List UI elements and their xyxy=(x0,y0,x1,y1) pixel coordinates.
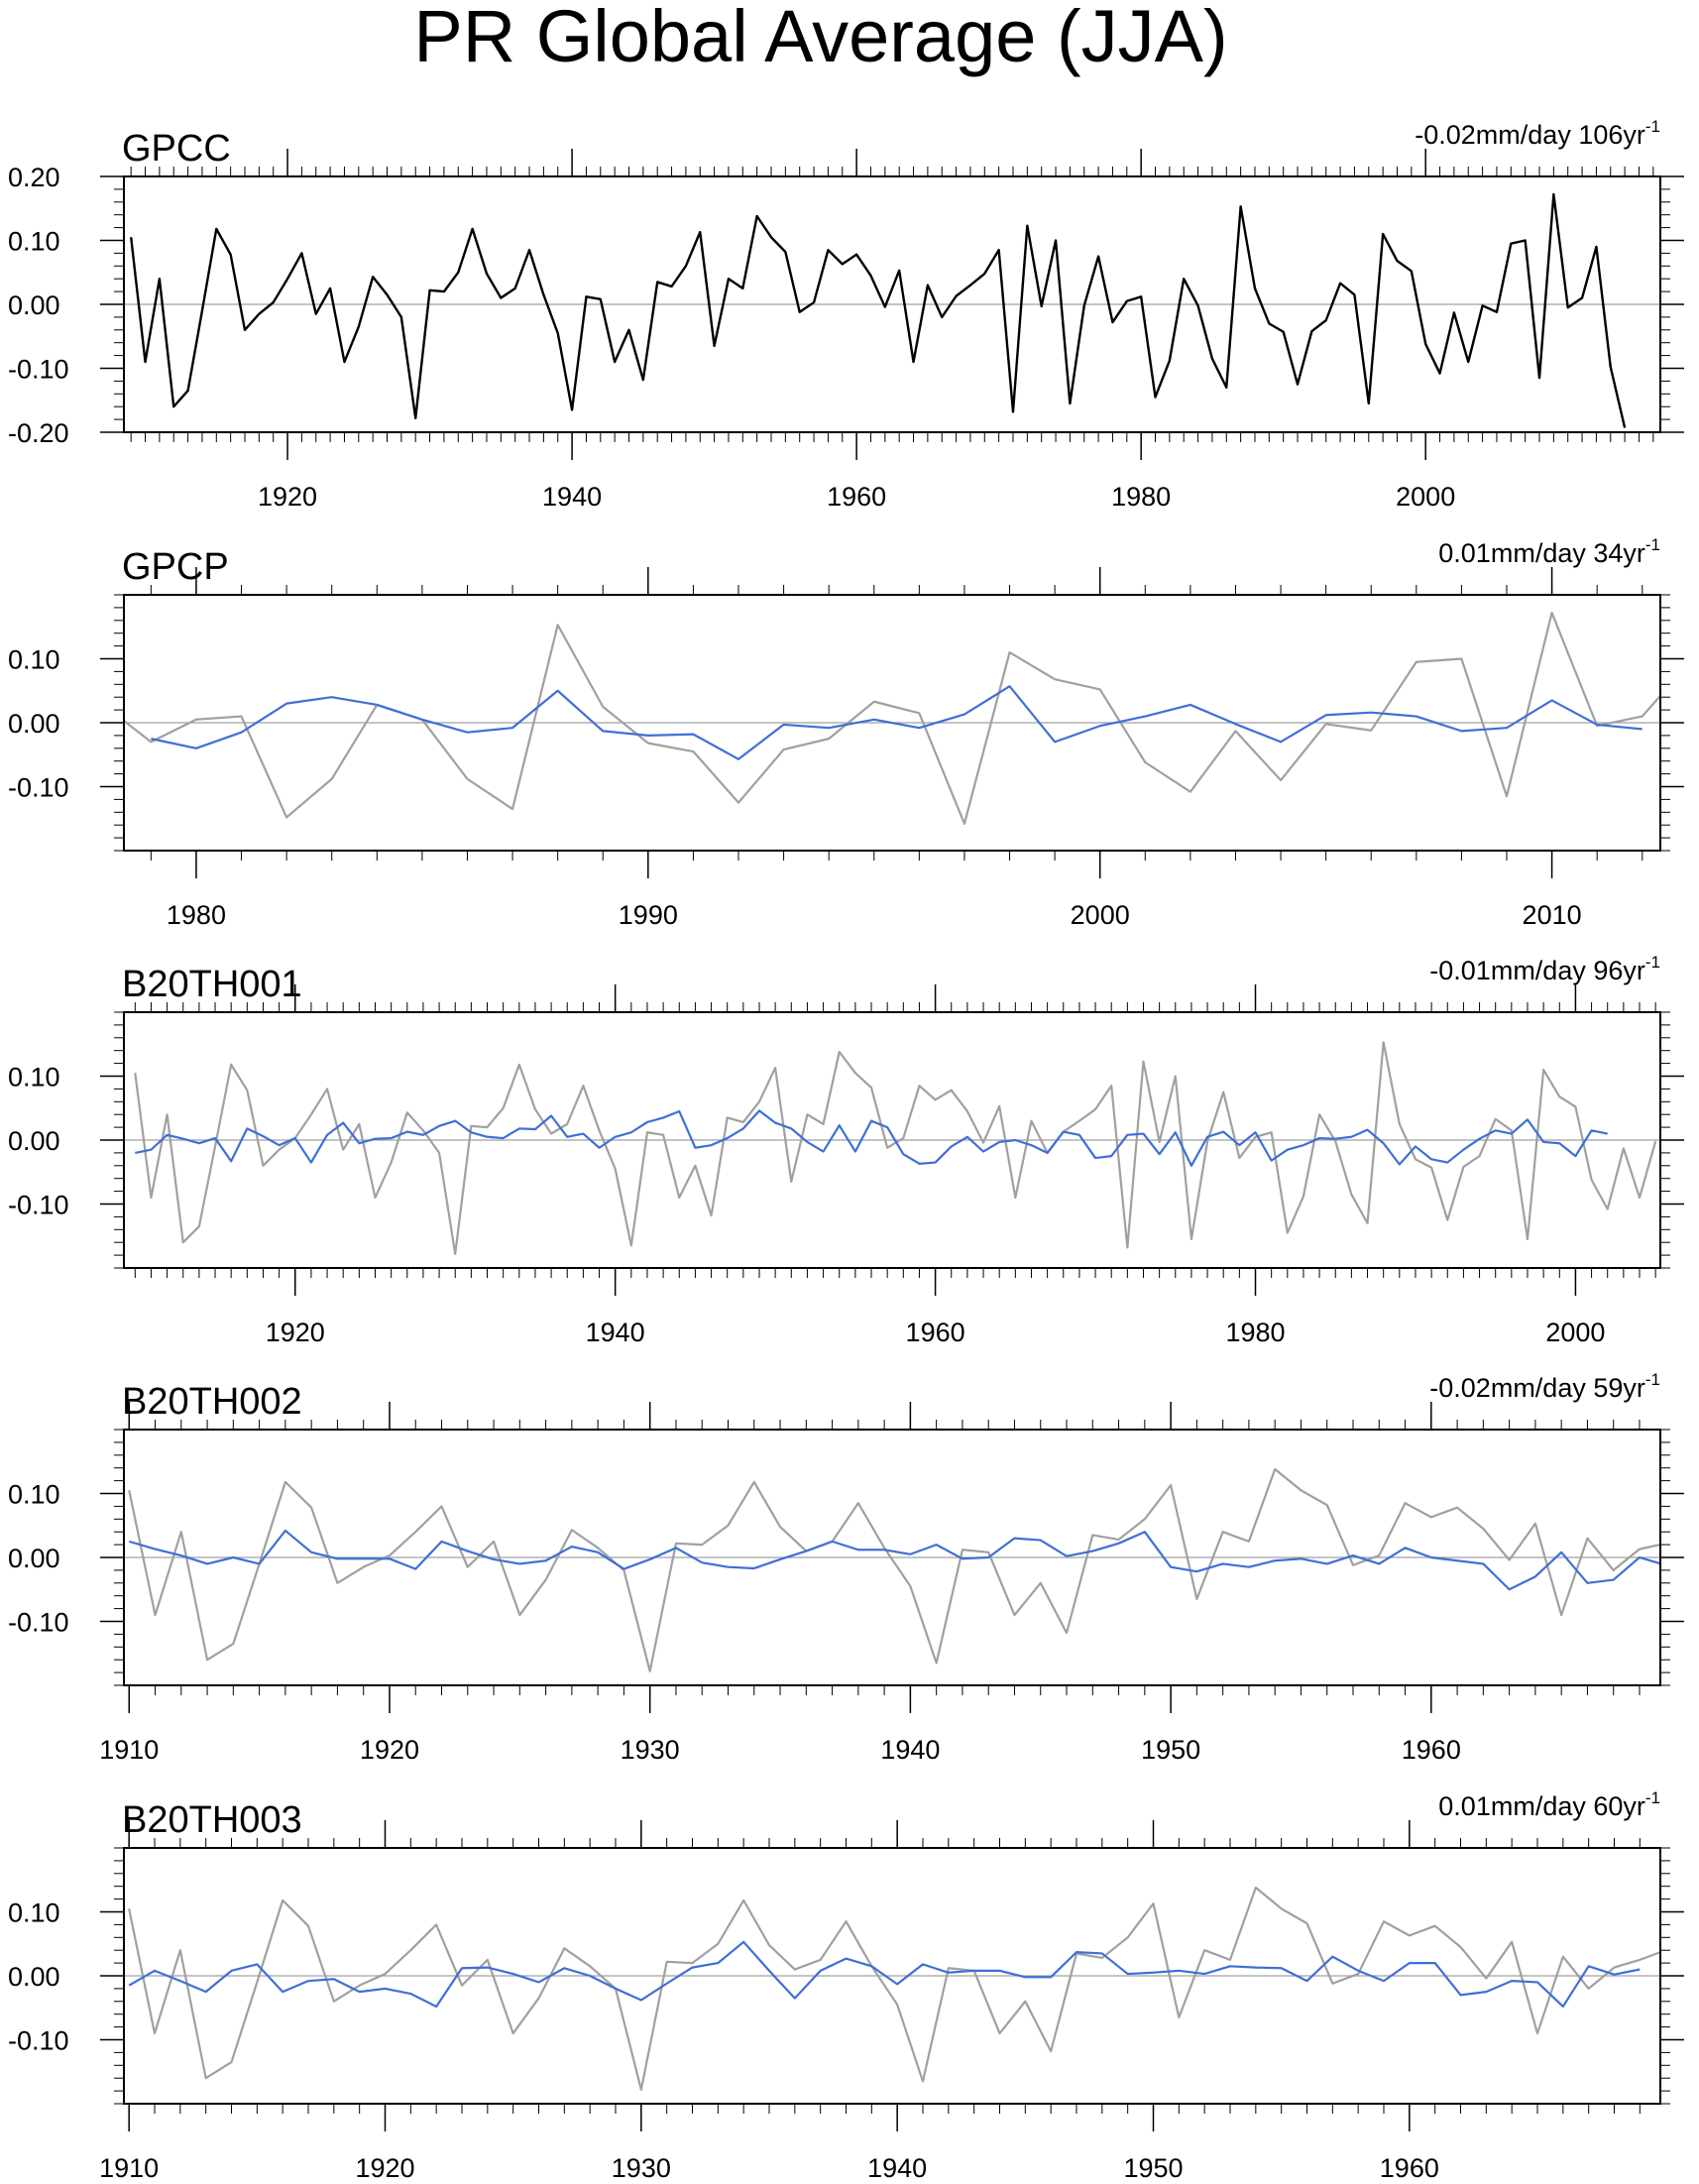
panel-title: B20TH001 xyxy=(122,964,302,1005)
trend-annotation: -0.02mm/day 106yr-1 xyxy=(1415,117,1660,150)
panel-title: B20TH002 xyxy=(122,1381,302,1423)
x-tick-label: 2010 xyxy=(1523,900,1582,930)
x-tick-label: 1940 xyxy=(542,482,602,512)
series-group xyxy=(128,1467,1660,1672)
plot-frame xyxy=(123,1847,1661,2105)
trend-label: 0.01mm/day 34yr xyxy=(1438,538,1645,568)
x-tick-label: 1920 xyxy=(360,1735,419,1765)
trend-annotation: 0.01mm/day 60yr-1 xyxy=(1438,1788,1660,1821)
panel-b20th003: B20TH003 0.01mm/day 60yr-1 1910 1920 1930 194… xyxy=(8,1788,1684,2183)
series-group xyxy=(124,611,1660,826)
panel-gpcc: GPCC -0.02mm/day 106yr-1 1920 1940 1960 1980 2… xyxy=(8,117,1684,512)
x-tick-label: 1940 xyxy=(867,2153,927,2183)
y-tick-label: 0.10 xyxy=(8,227,60,257)
x-tick-label: 1980 xyxy=(1225,1318,1285,1347)
x-tick-label: 1960 xyxy=(906,1318,965,1347)
trend-superscript: -1 xyxy=(1645,1370,1660,1389)
x-tick-label: 1940 xyxy=(880,1735,940,1765)
series-line-gpcc-obs_ref xyxy=(128,1886,1660,2091)
trend-label: 0.01mm/day 60yr xyxy=(1438,1791,1645,1821)
series-line-b20th003-model xyxy=(128,1940,1641,2009)
y-tick-label: 0.10 xyxy=(8,1063,60,1092)
x-tick-label: 1950 xyxy=(1123,2153,1183,2183)
x-tick-label: 1920 xyxy=(258,482,317,512)
panel-b20th002: B20TH002 -0.02mm/day 59yr-1 1910 1920 1930 19… xyxy=(8,1370,1684,1765)
y-tick-label: 0.00 xyxy=(8,290,60,320)
trend-label: -0.02mm/day 106yr xyxy=(1415,120,1645,150)
y-tick-label: -0.10 xyxy=(8,1191,69,1220)
series-group xyxy=(128,1886,1660,2091)
series-group xyxy=(129,192,1627,428)
y-tick-label: -0.10 xyxy=(8,2026,69,2056)
y-tick-label: -0.10 xyxy=(8,355,69,385)
plot-frame xyxy=(123,1429,1661,1686)
y-tick-label: -0.10 xyxy=(8,1608,69,1638)
x-tick-label: 1960 xyxy=(1380,2153,1439,2183)
trend-superscript: -1 xyxy=(1645,117,1660,136)
trend-annotation: 0.01mm/day 34yr-1 xyxy=(1438,535,1660,568)
trend-annotation: -0.01mm/day 96yr-1 xyxy=(1429,953,1660,985)
x-tick-label: 1940 xyxy=(586,1318,645,1347)
plot-frame xyxy=(123,594,1661,852)
trend-superscript: -1 xyxy=(1645,953,1660,972)
y-tick-label: 0.20 xyxy=(8,163,60,192)
trend-label: -0.01mm/day 96yr xyxy=(1429,956,1645,985)
x-tick-label: 1920 xyxy=(266,1318,325,1347)
y-tick-label: 0.00 xyxy=(8,1126,60,1156)
series-line-gpcc-obs_ref xyxy=(134,1041,1657,1255)
trend-annotation: -0.02mm/day 59yr-1 xyxy=(1429,1370,1660,1403)
panel-b20th001: B20TH001 -0.01mm/day 96yr-1 1920 1940 1960 19… xyxy=(8,953,1684,1347)
series-line-gpcp-model xyxy=(151,685,1642,760)
x-tick-label: 1930 xyxy=(621,1735,680,1765)
y-tick-label: 0.00 xyxy=(8,1962,60,1992)
series-line-gpcc-obs_ref xyxy=(128,1467,1660,1672)
x-tick-label: 1950 xyxy=(1141,1735,1200,1765)
y-tick-label: -0.20 xyxy=(8,418,69,448)
y-tick-label: 0.00 xyxy=(8,1544,60,1573)
x-tick-label: 1910 xyxy=(99,1735,159,1765)
series-line-gpcc-obs_ref xyxy=(124,611,1660,826)
x-tick-label: 1930 xyxy=(612,2153,671,2183)
trend-label: -0.02mm/day 59yr xyxy=(1429,1373,1645,1403)
x-tick-label: 1910 xyxy=(99,2153,159,2183)
series-group xyxy=(134,1041,1657,1255)
trend-superscript: -1 xyxy=(1645,535,1660,554)
y-tick-label: 0.10 xyxy=(8,1898,60,1928)
x-tick-label: 1980 xyxy=(1111,482,1171,512)
x-tick-label: 2000 xyxy=(1071,900,1130,930)
series-line-gpcc-obs xyxy=(129,192,1627,428)
series-line-b20th002-model xyxy=(128,1529,1660,1591)
y-tick-label: 0.00 xyxy=(8,709,60,739)
x-tick-label: 2000 xyxy=(1545,1318,1605,1347)
panel-title: B20TH003 xyxy=(122,1799,302,1841)
y-tick-label: -0.10 xyxy=(8,773,69,803)
panel-title: GPCC xyxy=(122,128,231,170)
x-tick-label: 1920 xyxy=(355,2153,414,2183)
series-line-b20th001-model xyxy=(135,1109,1608,1167)
trend-superscript: -1 xyxy=(1645,1788,1660,1807)
x-tick-label: 1980 xyxy=(167,900,226,930)
x-tick-label: 1960 xyxy=(827,482,886,512)
panel-gpcp: GPCP 0.01mm/day 34yr-1 1980 1990 2000 2010 -0.… xyxy=(8,535,1684,930)
plot-frame xyxy=(123,1011,1661,1269)
y-tick-label: 0.10 xyxy=(8,1480,60,1510)
x-tick-label: 2000 xyxy=(1396,482,1455,512)
figure-title: PR Global Average (JJA) xyxy=(413,0,1227,77)
x-tick-label: 1960 xyxy=(1402,1735,1461,1765)
plot-frame xyxy=(123,175,1661,433)
x-tick-label: 1990 xyxy=(619,900,678,930)
panel-title: GPCP xyxy=(122,546,229,588)
y-tick-label: 0.10 xyxy=(8,645,60,675)
